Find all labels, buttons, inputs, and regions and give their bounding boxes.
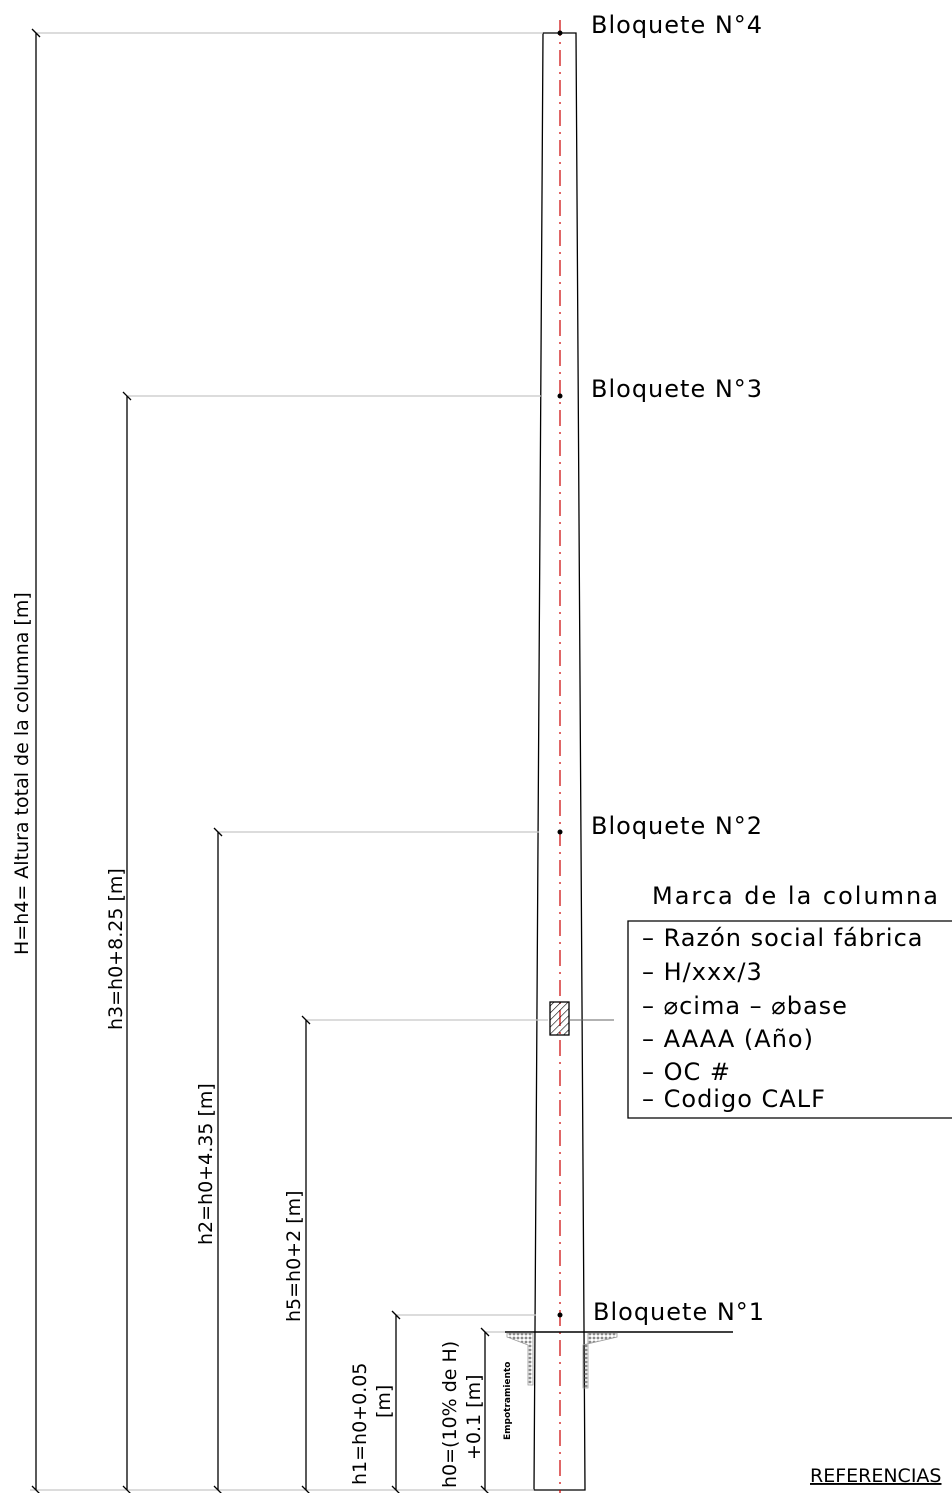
block-4-marker	[557, 30, 563, 36]
marca-items: – Razón social fábrica – H/xxx/3 – ⌀cima…	[642, 924, 924, 1113]
marca-item-diametros: – ⌀cima – ⌀base	[642, 992, 848, 1020]
dimension-lines	[31, 28, 490, 1493]
marca-item-h-xxx: – H/xxx/3	[642, 958, 763, 986]
block-1-marker	[557, 1312, 563, 1318]
block-4-label: Bloquete N°4	[591, 11, 763, 39]
marca-item-razon-social: – Razón social fábrica	[642, 924, 924, 952]
column-outline	[533, 32, 586, 1491]
dim-label-h1-line2: [m]	[373, 1385, 395, 1418]
marca-item-anio: – AAAA (Año)	[642, 1025, 814, 1053]
marca-title: Marca de la columna	[652, 882, 940, 910]
block-1-label: Bloquete N°1	[593, 1298, 765, 1326]
dim-label-h0-line1: h0=(10% de H)	[439, 1341, 461, 1488]
block-3-marker	[557, 393, 563, 399]
dim-label-H: H=h4= Altura total de la columna [m]	[11, 592, 33, 955]
dim-label-h2: h2=h0+4.35 [m]	[195, 1083, 217, 1245]
extension-lines	[30, 32, 548, 1491]
soil-embedment	[506, 1332, 618, 1389]
references-label: REFERENCIAS	[810, 1465, 942, 1487]
marca-item-codigo: – Codigo CALF	[642, 1085, 826, 1113]
dim-label-h1-line1: h1=h0+0.05	[349, 1363, 371, 1485]
block-2-label: Bloquete N°2	[591, 812, 763, 840]
embedment-label: Empotramiento	[503, 1362, 513, 1440]
dim-label-h3: h3=h0+8.25 [m]	[105, 868, 127, 1030]
dim-label-h0-line2: +0.1 [m]	[463, 1374, 485, 1460]
block-2-marker	[557, 829, 563, 835]
block-markers	[557, 30, 563, 1318]
dim-label-h5: h5=h0+2 [m]	[283, 1190, 305, 1322]
marca-plaque	[549, 1001, 570, 1036]
block-3-label: Bloquete N°3	[591, 375, 763, 403]
marca-box	[627, 920, 952, 1119]
marca-item-oc: – OC #	[642, 1058, 731, 1086]
